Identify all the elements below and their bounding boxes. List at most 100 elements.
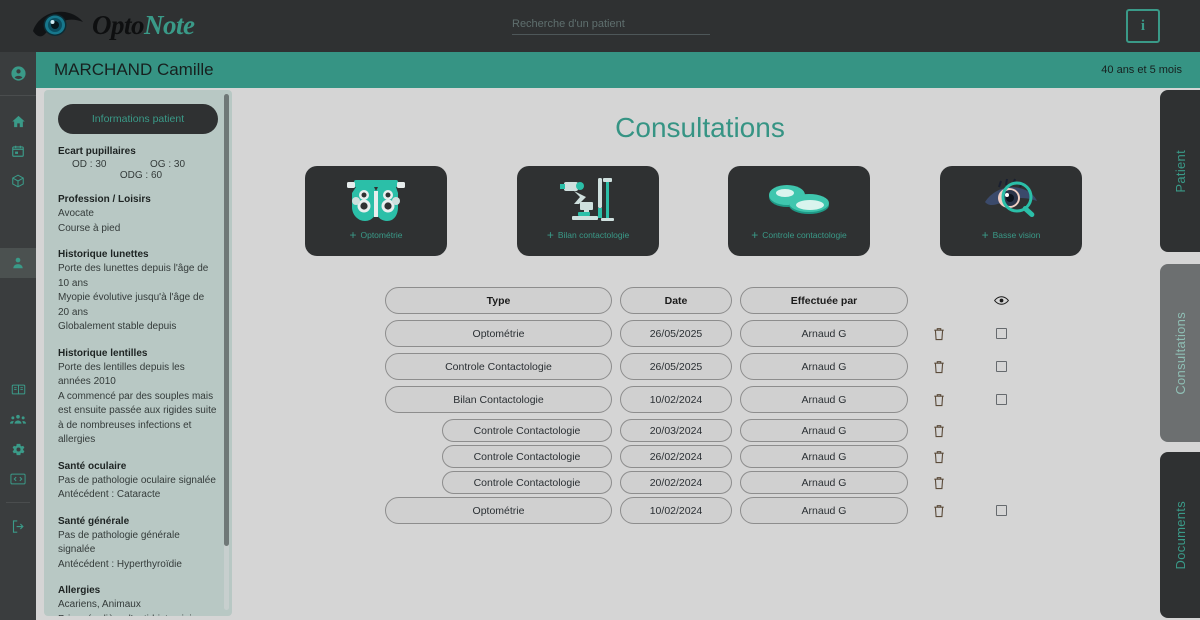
cell-performed-by[interactable]: Arnaud G bbox=[740, 386, 908, 413]
section-line: Porte des lunettes depuis l'âge de 10 an… bbox=[58, 263, 209, 289]
section-pupillary-distance: Ecart pupillaires OD : 30 OG : 30 ODG : … bbox=[58, 146, 218, 181]
cell-date[interactable]: 20/02/2024 bbox=[620, 471, 732, 494]
tab-patient[interactable]: Patient bbox=[1160, 90, 1200, 252]
section-line: Antécédent : Cataracte bbox=[58, 489, 161, 500]
info-panel-scrollbar-thumb[interactable] bbox=[224, 94, 229, 546]
card-label: Optométrie bbox=[360, 230, 403, 240]
row-checkbox-cell bbox=[970, 361, 1032, 372]
section-glasses-history: Historique lunettes Porte des lunettes d… bbox=[58, 249, 218, 335]
table-row[interactable]: Optométrie 26/05/2025 Arnaud G bbox=[385, 320, 1065, 347]
search-input[interactable] bbox=[512, 16, 710, 35]
rail-item-patients[interactable] bbox=[0, 248, 36, 278]
cell-type[interactable]: Controle Contactologie bbox=[385, 353, 612, 380]
plus-icon: + bbox=[981, 228, 989, 242]
card-optometrie[interactable]: + Optométrie bbox=[305, 166, 447, 256]
tab-patient-label: Patient bbox=[1172, 149, 1188, 193]
section-line: Porte des lentilles depuis les années 20… bbox=[58, 361, 185, 388]
top-bar: OptoNote i bbox=[0, 0, 1200, 52]
tab-documents[interactable]: Documents bbox=[1160, 452, 1200, 618]
section-title: Santé oculaire bbox=[58, 460, 127, 472]
table-row[interactable]: Controle Contactologie 26/02/2024 Arnaud G bbox=[385, 445, 1065, 468]
trash-icon bbox=[934, 360, 944, 373]
card-basse-vision[interactable]: + Basse vision bbox=[940, 166, 1082, 256]
cell-date[interactable]: 10/02/2024 bbox=[620, 386, 732, 413]
row-checkbox[interactable] bbox=[995, 394, 1007, 405]
info-button[interactable]: i bbox=[1126, 9, 1160, 43]
rail-item-home[interactable] bbox=[0, 106, 36, 136]
cell-type[interactable]: Controle Contactologie bbox=[442, 471, 612, 494]
cell-performed-by[interactable]: Arnaud G bbox=[740, 353, 908, 380]
patient-info-content: Informations patient Ecart pupillaires O… bbox=[44, 90, 232, 616]
delete-row-button[interactable] bbox=[908, 393, 970, 407]
table-row[interactable]: Controle Contactologie 26/05/2025 Arnaud G bbox=[385, 353, 1065, 380]
card-label: Controle contactologie bbox=[762, 230, 847, 240]
delete-row-button[interactable] bbox=[908, 327, 970, 341]
cell-date[interactable]: 26/02/2024 bbox=[620, 445, 732, 468]
patient-header-bar: MARCHAND Camille 40 ans et 5 mois bbox=[36, 52, 1200, 88]
rail-item-library[interactable] bbox=[0, 374, 36, 404]
table-row[interactable]: Controle Contactologie 20/02/2024 Arnaud G bbox=[385, 471, 1065, 494]
section-line: Pas de pathologie oculaire signalée bbox=[58, 474, 216, 486]
section-ocular-health: Santé oculaire Pas de pathologie oculair… bbox=[58, 461, 218, 503]
cell-performed-by[interactable]: Arnaud G bbox=[740, 320, 908, 347]
section-title: Historique lunettes bbox=[58, 249, 149, 260]
cell-type[interactable]: Bilan Contactologie bbox=[385, 386, 612, 413]
cell-date[interactable]: 26/05/2025 bbox=[620, 320, 732, 347]
cell-performed-by[interactable]: Arnaud G bbox=[740, 445, 908, 468]
row-checkbox[interactable] bbox=[995, 505, 1007, 516]
rail-item-agenda[interactable] bbox=[0, 136, 36, 166]
card-label-wrap: + Optométrie bbox=[349, 229, 403, 241]
table-row[interactable]: Controle Contactologie 20/03/2024 Arnaud G bbox=[385, 419, 1065, 442]
row-checkbox[interactable] bbox=[995, 328, 1007, 339]
delete-row-button[interactable] bbox=[908, 360, 970, 374]
info-panel-scrollbar[interactable] bbox=[224, 94, 229, 610]
rail-item-stock[interactable] bbox=[0, 166, 36, 196]
column-header-visibility[interactable] bbox=[970, 295, 1032, 306]
cell-type[interactable]: Optométrie bbox=[385, 497, 612, 524]
trash-icon bbox=[934, 327, 944, 340]
cell-performed-by[interactable]: Arnaud G bbox=[740, 419, 908, 442]
rail-item-developer[interactable] bbox=[0, 464, 36, 494]
card-label: Basse vision bbox=[992, 230, 1041, 240]
card-controle-contactologie[interactable]: + Controle contactologie bbox=[728, 166, 870, 256]
pupillary-og: OG : 30 bbox=[150, 159, 186, 170]
column-header-type: Type bbox=[385, 287, 612, 314]
card-bilan-contactologie[interactable]: + Bilan contactologie bbox=[517, 166, 659, 256]
rail-item-account[interactable] bbox=[0, 52, 36, 96]
patient-info-button[interactable]: Informations patient bbox=[58, 104, 218, 134]
info-button-label: i bbox=[1140, 17, 1146, 34]
cell-type[interactable]: Optométrie bbox=[385, 320, 612, 347]
page-title: Consultations bbox=[615, 112, 785, 143]
consultations-table: Type Date Effectuée par Optométrie 26/05/… bbox=[385, 287, 1065, 530]
cell-date[interactable]: 20/03/2024 bbox=[620, 419, 732, 442]
trash-icon bbox=[934, 393, 944, 406]
patient-info-button-label: Informations patient bbox=[91, 113, 185, 125]
rail-item-logout[interactable] bbox=[0, 511, 36, 541]
group-icon bbox=[10, 414, 26, 424]
row-checkbox[interactable] bbox=[995, 361, 1007, 372]
tab-consultations[interactable]: Consultations bbox=[1160, 264, 1200, 442]
search-box[interactable] bbox=[512, 14, 710, 35]
plus-icon: + bbox=[546, 228, 554, 242]
cell-date[interactable]: 26/05/2025 bbox=[620, 353, 732, 380]
rail-spacer-middle bbox=[0, 278, 36, 374]
brand-logo[interactable]: OptoNote bbox=[30, 5, 195, 45]
table-row[interactable]: Bilan Contactologie 10/02/2024 Arnaud G bbox=[385, 386, 1065, 413]
cell-type[interactable]: Controle Contactologie bbox=[442, 419, 612, 442]
delete-row-button[interactable] bbox=[908, 476, 970, 490]
table-row[interactable]: Optométrie 10/02/2024 Arnaud G bbox=[385, 497, 1065, 524]
rail-divider bbox=[6, 502, 30, 503]
cell-performed-by[interactable]: Arnaud G bbox=[740, 497, 908, 524]
section-profession: Profession / Loisirs Avocate Course à pi… bbox=[58, 194, 218, 236]
cell-type[interactable]: Controle Contactologie bbox=[442, 445, 612, 468]
rail-item-settings[interactable] bbox=[0, 434, 36, 464]
section-line: Acariens, Animaux bbox=[58, 599, 141, 610]
delete-row-button[interactable] bbox=[908, 450, 970, 464]
delete-row-button[interactable] bbox=[908, 424, 970, 438]
pupillary-odg: ODG : 60 bbox=[119, 170, 163, 181]
rail-item-team[interactable] bbox=[0, 404, 36, 434]
cell-date[interactable]: 10/02/2024 bbox=[620, 497, 732, 524]
delete-row-button[interactable] bbox=[908, 504, 970, 518]
cell-performed-by[interactable]: Arnaud G bbox=[740, 471, 908, 494]
section-line: A commencé par des souples mais est ensu… bbox=[58, 390, 217, 446]
